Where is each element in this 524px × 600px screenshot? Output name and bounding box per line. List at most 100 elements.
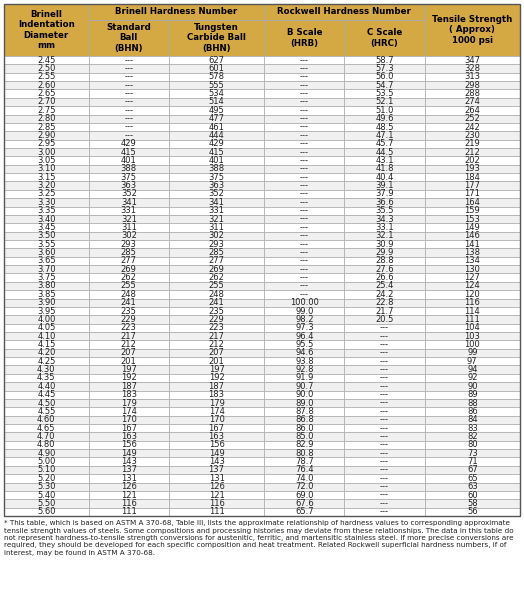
Bar <box>169 56 264 64</box>
Text: 91.9: 91.9 <box>295 373 313 383</box>
Bar <box>89 274 169 282</box>
Text: 137: 137 <box>121 466 137 475</box>
Bar <box>89 89 169 98</box>
Bar <box>344 374 424 382</box>
Text: 212: 212 <box>464 148 480 157</box>
Bar <box>4 215 89 223</box>
Text: 134: 134 <box>464 256 480 265</box>
Text: 223: 223 <box>121 323 137 332</box>
Text: 71: 71 <box>467 457 477 466</box>
Text: 183: 183 <box>209 390 225 399</box>
Text: 97: 97 <box>467 357 477 366</box>
Text: 73: 73 <box>467 449 477 458</box>
Bar <box>424 340 520 349</box>
Text: 126: 126 <box>121 482 137 491</box>
Text: ---: --- <box>380 491 389 500</box>
Bar <box>264 181 344 190</box>
Bar <box>169 399 264 407</box>
Text: 48.5: 48.5 <box>375 122 394 131</box>
Bar <box>89 357 169 365</box>
Bar <box>169 315 264 323</box>
Bar <box>424 391 520 399</box>
Text: ---: --- <box>300 181 309 190</box>
Text: 3.35: 3.35 <box>37 206 56 215</box>
Text: ---: --- <box>124 114 133 123</box>
Text: 429: 429 <box>209 139 224 148</box>
Bar <box>264 315 344 323</box>
Bar <box>344 98 424 106</box>
Text: 197: 197 <box>121 365 137 374</box>
Text: ---: --- <box>300 81 309 90</box>
Bar <box>4 232 89 240</box>
Text: ---: --- <box>124 89 133 98</box>
Text: ---: --- <box>300 164 309 173</box>
Text: 202: 202 <box>464 156 480 165</box>
Text: 4.05: 4.05 <box>37 323 56 332</box>
Text: ---: --- <box>124 64 133 73</box>
Bar <box>344 240 424 248</box>
Bar <box>4 315 89 323</box>
Bar <box>424 223 520 232</box>
Text: 53.5: 53.5 <box>375 89 394 98</box>
Bar <box>264 173 344 181</box>
Bar <box>424 106 520 115</box>
Text: 2.55: 2.55 <box>37 73 56 82</box>
Text: 2.80: 2.80 <box>37 114 56 123</box>
Text: 29.9: 29.9 <box>375 248 394 257</box>
Text: 274: 274 <box>464 97 480 107</box>
Text: 159: 159 <box>464 206 480 215</box>
Text: 223: 223 <box>209 323 224 332</box>
Bar <box>4 140 89 148</box>
Text: 293: 293 <box>121 239 137 248</box>
Bar <box>89 190 169 198</box>
Bar <box>89 299 169 307</box>
Bar <box>4 56 89 64</box>
Bar <box>89 248 169 257</box>
Text: 69.0: 69.0 <box>295 491 313 500</box>
Text: ---: --- <box>300 97 309 107</box>
Text: ---: --- <box>380 466 389 475</box>
Text: 352: 352 <box>209 190 224 199</box>
Text: 341: 341 <box>209 198 224 207</box>
Text: 352: 352 <box>121 190 137 199</box>
Bar <box>264 206 344 215</box>
Bar <box>344 198 424 206</box>
Text: 179: 179 <box>209 398 224 407</box>
Bar <box>264 365 344 374</box>
Text: 120: 120 <box>464 290 480 299</box>
Text: 2.60: 2.60 <box>37 81 56 90</box>
Text: 121: 121 <box>121 491 137 500</box>
Bar <box>424 466 520 474</box>
Text: ---: --- <box>300 148 309 157</box>
Text: 302: 302 <box>209 232 224 241</box>
Text: 4.60: 4.60 <box>37 415 56 424</box>
Text: 43.1: 43.1 <box>375 156 394 165</box>
Text: 3.75: 3.75 <box>37 273 56 282</box>
Bar <box>4 374 89 382</box>
Text: 298: 298 <box>464 81 480 90</box>
Bar <box>169 240 264 248</box>
Bar <box>424 416 520 424</box>
Text: ---: --- <box>300 248 309 257</box>
Text: ---: --- <box>380 407 389 416</box>
Bar <box>89 474 169 482</box>
Text: 375: 375 <box>209 173 225 182</box>
Text: ---: --- <box>380 390 389 399</box>
Text: 95.5: 95.5 <box>295 340 313 349</box>
Bar <box>344 81 424 89</box>
Bar <box>424 89 520 98</box>
Bar <box>424 349 520 357</box>
Bar <box>424 382 520 391</box>
Bar <box>169 106 264 115</box>
Bar <box>169 190 264 198</box>
Bar <box>264 466 344 474</box>
Bar <box>89 315 169 323</box>
Text: ---: --- <box>300 239 309 248</box>
Bar <box>264 223 344 232</box>
Bar <box>264 257 344 265</box>
Text: ---: --- <box>380 349 389 358</box>
Text: 116: 116 <box>464 298 480 307</box>
Text: 5.60: 5.60 <box>37 508 56 517</box>
Text: 331: 331 <box>121 206 137 215</box>
Text: 601: 601 <box>209 64 224 73</box>
